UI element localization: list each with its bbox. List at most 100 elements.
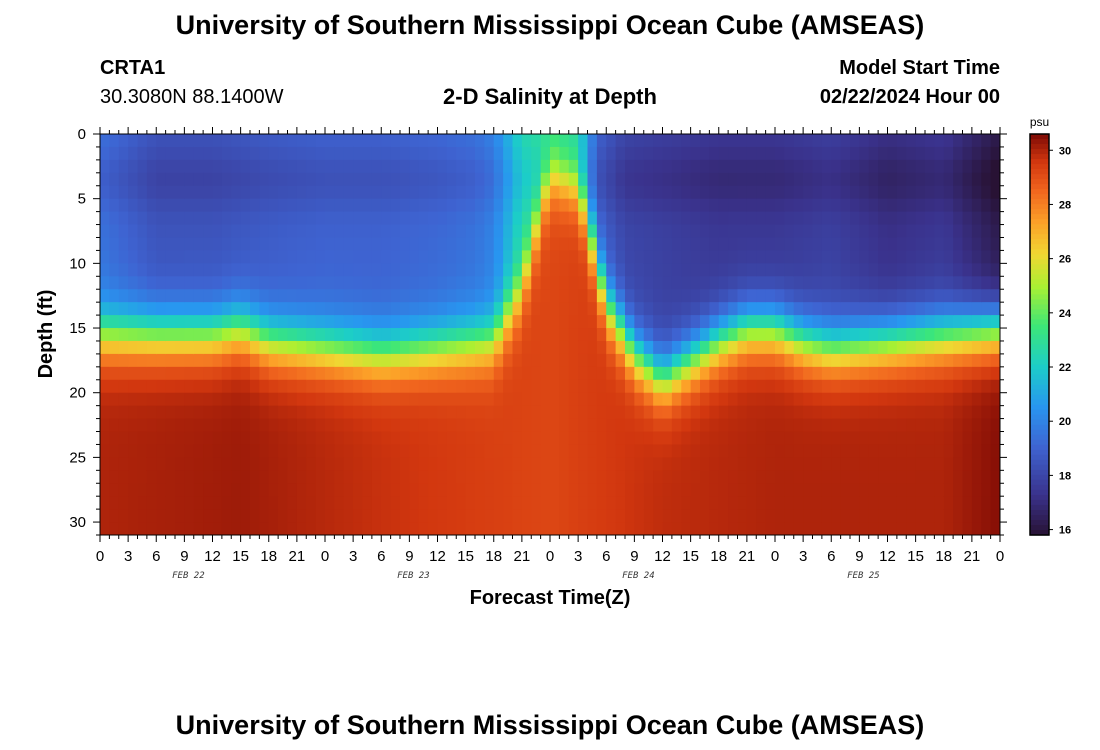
heatmap-cell xyxy=(409,522,420,535)
heatmap-cell xyxy=(175,263,185,277)
heatmap-cell xyxy=(550,431,560,446)
heatmap-cell xyxy=(175,289,185,303)
heatmap-cell xyxy=(437,302,448,316)
heatmap-cell xyxy=(203,237,214,252)
heatmap-cell xyxy=(868,172,879,187)
heatmap-cell xyxy=(681,250,692,264)
heatmap-cell xyxy=(165,198,176,213)
colorbar-cell xyxy=(1030,334,1049,341)
heatmap-cell xyxy=(850,405,860,420)
heatmap-cell xyxy=(756,379,767,394)
heatmap-cell xyxy=(943,328,954,342)
heatmap-cell xyxy=(681,340,692,355)
heatmap-cell xyxy=(831,159,842,174)
colorbar-cell xyxy=(1030,259,1049,265)
heatmap-cell xyxy=(381,159,392,174)
heatmap-cell xyxy=(240,315,251,329)
heatmap-cell xyxy=(400,392,410,407)
chart-subtitle: 2-D Salinity at Depth xyxy=(443,84,657,109)
heatmap-cell xyxy=(325,198,335,213)
colorbar-cell xyxy=(1030,359,1049,366)
heatmap-cell xyxy=(118,340,129,355)
heatmap-cell xyxy=(943,302,954,316)
heatmap-cell xyxy=(306,444,317,458)
heatmap-cell xyxy=(390,470,401,484)
heatmap-cell xyxy=(484,172,495,187)
heatmap-cell xyxy=(503,457,514,471)
heatmap-cell xyxy=(221,483,232,497)
heatmap-cell xyxy=(343,237,354,252)
heatmap-cell xyxy=(662,328,673,342)
heatmap-cell xyxy=(850,146,860,161)
heatmap-cell xyxy=(896,250,907,264)
heatmap-cell xyxy=(193,353,204,368)
heatmap-cell xyxy=(146,457,157,471)
heatmap-cell xyxy=(981,392,992,407)
heatmap-cell xyxy=(353,444,364,458)
heatmap-cell xyxy=(118,379,129,394)
heatmap-cell xyxy=(625,418,635,433)
heatmap-cell xyxy=(840,353,851,368)
heatmap-cell xyxy=(643,418,654,433)
colorbar-cell xyxy=(1030,414,1049,421)
heatmap-cell xyxy=(990,172,1000,187)
heatmap-cell xyxy=(146,263,157,277)
heatmap-cell xyxy=(212,353,223,368)
heatmap-cell xyxy=(943,379,954,394)
heatmap-cell xyxy=(643,315,654,329)
heatmap-cell xyxy=(559,146,570,161)
heatmap-cell xyxy=(540,457,551,471)
heatmap-cell xyxy=(634,522,645,535)
heatmap-cell xyxy=(156,353,167,368)
heatmap-cell xyxy=(221,379,232,394)
heatmap-cell xyxy=(137,302,148,316)
heatmap-cell xyxy=(850,250,860,264)
y-tick-label: 30 xyxy=(69,514,86,531)
heatmap-cell xyxy=(953,457,964,471)
heatmap-cell xyxy=(728,496,739,510)
heatmap-cell xyxy=(634,405,645,420)
heatmap-cell xyxy=(812,198,823,213)
heatmap-cell xyxy=(128,198,139,213)
heatmap-cell xyxy=(353,328,364,342)
heatmap-cell xyxy=(653,237,664,252)
heatmap-cell xyxy=(887,444,898,458)
heatmap-cell xyxy=(390,211,401,226)
heatmap-cell xyxy=(409,418,420,433)
heatmap-cell xyxy=(250,457,260,471)
heatmap-cell xyxy=(353,366,364,381)
heatmap-cell xyxy=(850,353,860,368)
heatmap-cell xyxy=(137,392,148,407)
heatmap-cell xyxy=(634,302,645,316)
heatmap-cell xyxy=(325,302,335,316)
heatmap-cell xyxy=(681,198,692,213)
heatmap-cell xyxy=(559,522,570,535)
heatmap-cell xyxy=(971,522,982,535)
heatmap-cell xyxy=(690,496,701,510)
heatmap-cell xyxy=(475,250,485,264)
heatmap-cell xyxy=(296,470,307,484)
heatmap-cell xyxy=(690,302,701,316)
heatmap-cell xyxy=(156,509,167,523)
heatmap-cell xyxy=(812,379,823,394)
heatmap-cell xyxy=(765,405,776,420)
heatmap-cell xyxy=(362,392,373,407)
heatmap-cell xyxy=(934,418,945,433)
heatmap-cell xyxy=(662,211,673,226)
heatmap-cell xyxy=(784,522,795,535)
heatmap-cell xyxy=(175,509,185,523)
heatmap-cell xyxy=(831,276,842,290)
heatmap-cell xyxy=(175,522,185,535)
heatmap-cell xyxy=(296,379,307,394)
heatmap-cell xyxy=(587,185,598,200)
heatmap-cell xyxy=(390,392,401,407)
heatmap-cell xyxy=(343,250,354,264)
heatmap-cell xyxy=(475,185,485,200)
heatmap-cell xyxy=(587,353,598,368)
heatmap-cell xyxy=(503,483,514,497)
heatmap-cell xyxy=(671,172,682,187)
heatmap-cell xyxy=(353,379,364,394)
heatmap-cell xyxy=(475,353,485,368)
heatmap-cell xyxy=(465,483,476,497)
heatmap-cell xyxy=(953,134,964,148)
